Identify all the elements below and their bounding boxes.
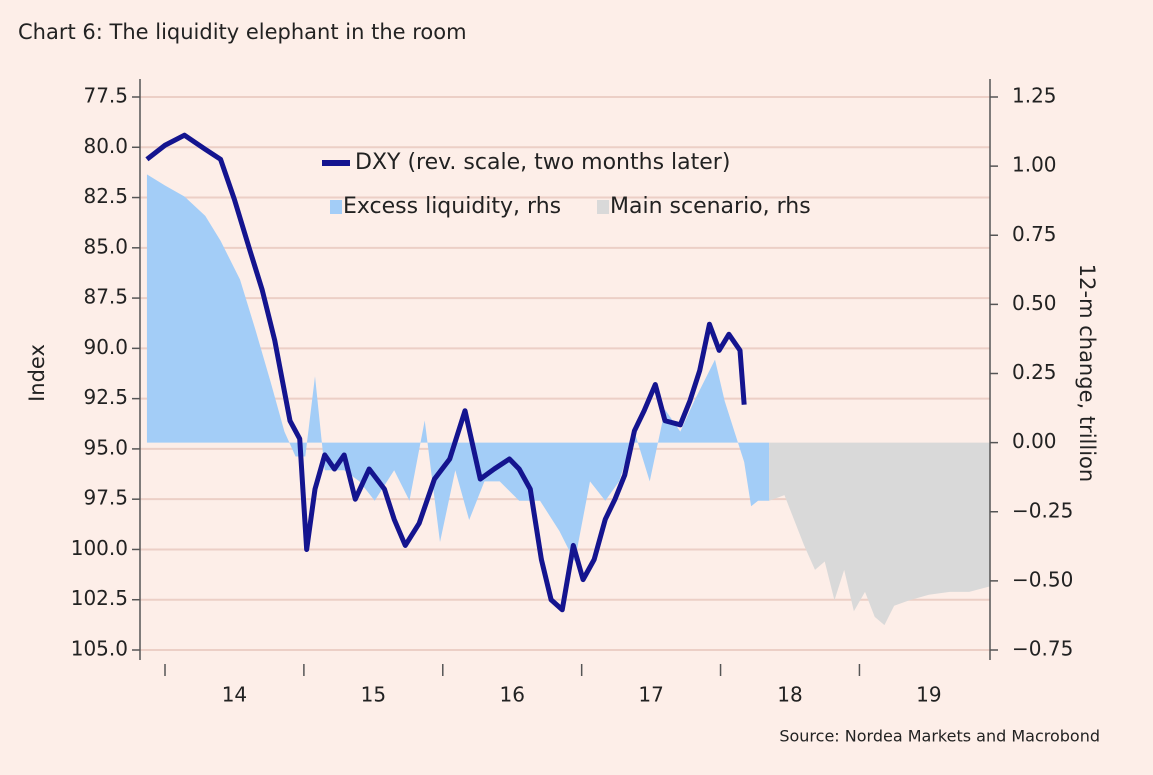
legend-label: DXY (rev. scale, two months later) xyxy=(355,150,730,175)
y-tick-label: 87.5 xyxy=(83,285,128,309)
x-tick-label: 18 xyxy=(777,683,802,707)
y-tick-label: 77.5 xyxy=(83,84,128,108)
x-tick-label: 17 xyxy=(638,683,663,707)
legend-swatch xyxy=(330,200,342,214)
y2-tick-label: 0.50 xyxy=(1012,291,1057,315)
y2-tick-label: 0.25 xyxy=(1012,360,1057,384)
legend-label: Main scenario, rhs xyxy=(610,194,811,219)
line xyxy=(145,132,747,613)
y2-tick-label: 1.00 xyxy=(1012,153,1057,177)
x-tick-label: 15 xyxy=(361,683,386,707)
y2-tick-label: 0.00 xyxy=(1012,429,1057,453)
y-tick-label: 95.0 xyxy=(83,435,128,459)
source: Source: Nordea Markets and Macrobond xyxy=(779,727,1100,746)
y-tick-label: 105.0 xyxy=(71,637,128,661)
x-tick-label: 16 xyxy=(499,683,524,707)
y2-axis-label: 12-m change, trillion xyxy=(1075,264,1099,482)
legend-swatch xyxy=(597,200,609,214)
y-tick-label: 97.5 xyxy=(83,486,128,510)
x-tick-label: 14 xyxy=(222,683,247,707)
legend-label: Excess liquidity, rhs xyxy=(343,194,561,219)
y2-tick-label: 1.25 xyxy=(1012,84,1057,108)
x-tick-label: 19 xyxy=(916,683,941,707)
y2-tick-label: −0.50 xyxy=(1012,567,1073,591)
y-tick-label: 90.0 xyxy=(83,335,128,359)
area xyxy=(769,442,990,626)
y-tick-label: 100.0 xyxy=(71,536,128,560)
y2-tick-label: −0.75 xyxy=(1012,637,1073,661)
area xyxy=(146,174,770,562)
y2-tick-label: 0.75 xyxy=(1012,222,1057,246)
y-tick-label: 82.5 xyxy=(83,184,128,208)
y-tick-label: 102.5 xyxy=(71,586,128,610)
chart-title: Chart 6: The liquidity elephant in the r… xyxy=(18,20,467,44)
y2-tick-label: −0.25 xyxy=(1012,498,1073,522)
y-tick-label: 92.5 xyxy=(83,385,128,409)
y-tick-label: 85.0 xyxy=(83,234,128,258)
y-tick-label: 80.0 xyxy=(83,134,128,158)
y-axis-label: Index xyxy=(25,344,49,402)
